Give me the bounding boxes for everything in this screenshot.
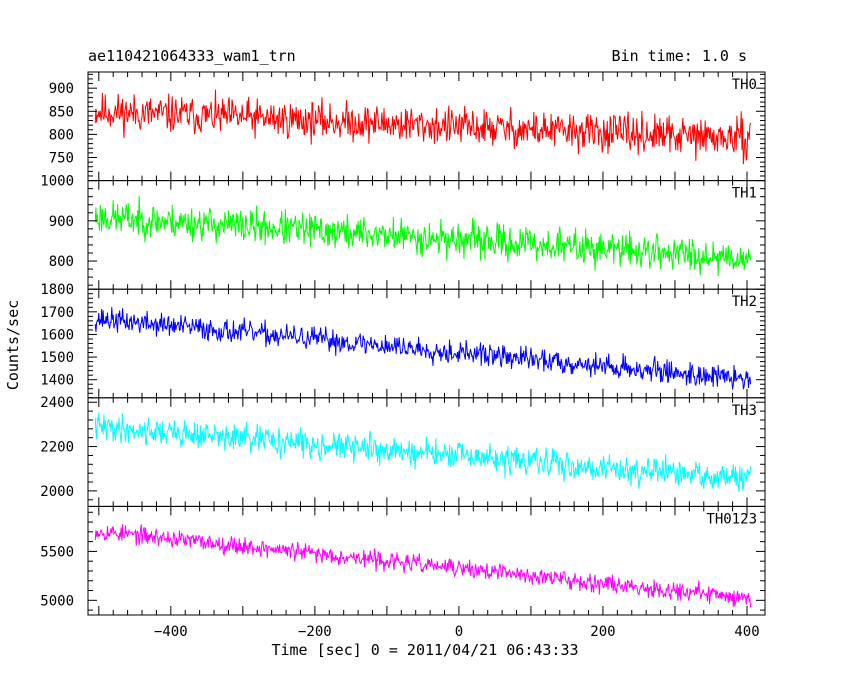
y-tick-label: 1800 <box>40 282 74 298</box>
y-axis-label: Counts/sec <box>4 300 22 390</box>
chart-title: ae110421064333_wam1_trn <box>88 47 296 65</box>
panel-th2: 1400 1500 1600 1700 1800 TH2 <box>40 282 766 399</box>
panel-th0123: 5000 5500 TH0123 <box>40 505 766 616</box>
series-line-th3 <box>94 412 752 492</box>
x-tick-label: −200 <box>298 624 332 640</box>
y-tick-label: 1000 <box>40 174 74 190</box>
y-tick-label: 2400 <box>40 395 74 411</box>
x-axis-label: Time [sec] 0 = 2011/04/21 06:43:33 <box>271 641 578 659</box>
y-tick-label: 800 <box>49 127 74 143</box>
y-tick-label: 2000 <box>40 484 74 500</box>
y-tick-label: 850 <box>49 104 74 120</box>
panel-th1: 800 900 1000 TH1 <box>40 174 766 290</box>
series-line-th1 <box>94 195 752 277</box>
y-tick-label: 800 <box>49 254 74 270</box>
panel-frame <box>87 505 766 616</box>
y-tick-label: 1500 <box>40 350 74 366</box>
y-tick-label: 900 <box>49 81 74 97</box>
series-line-th0123 <box>94 524 752 608</box>
series-line-th2 <box>94 307 752 390</box>
y-tick-label: 750 <box>49 150 74 166</box>
x-tick-label: 400 <box>734 624 759 640</box>
y-tick-label: 5500 <box>40 544 74 560</box>
x-tick-label: 0 <box>455 624 463 640</box>
series-name-label: TH1 <box>732 186 757 202</box>
panel-frame <box>87 180 766 290</box>
y-tick-label: 1600 <box>40 327 74 343</box>
series-name-label: TH3 <box>732 403 757 419</box>
series-name-label: TH0123 <box>706 511 757 527</box>
bin-time-label: Bin time: 1.0 s <box>612 47 747 65</box>
panel-frame <box>87 397 766 507</box>
panel-th0: 750 800 850 900 TH0 <box>49 71 766 182</box>
panel-th3: 2000 2200 2400 TH3 <box>40 395 766 507</box>
series-name-label: TH0 <box>732 77 757 93</box>
series-name-label: TH2 <box>732 294 757 310</box>
y-tick-label: 2200 <box>40 440 74 456</box>
y-tick-label: 1700 <box>40 305 74 321</box>
panel-frame <box>87 288 766 399</box>
y-tick-label: 5000 <box>40 593 74 609</box>
series-line-th0 <box>94 89 752 165</box>
x-tick-label: −400 <box>154 624 188 640</box>
y-tick-label: 1400 <box>40 373 74 389</box>
y-tick-label: 900 <box>49 214 74 230</box>
panels-group: 750 800 850 900 TH0 800 900 1000 TH1 1400 1500 1600… <box>40 71 766 640</box>
x-tick-label: 200 <box>590 624 615 640</box>
